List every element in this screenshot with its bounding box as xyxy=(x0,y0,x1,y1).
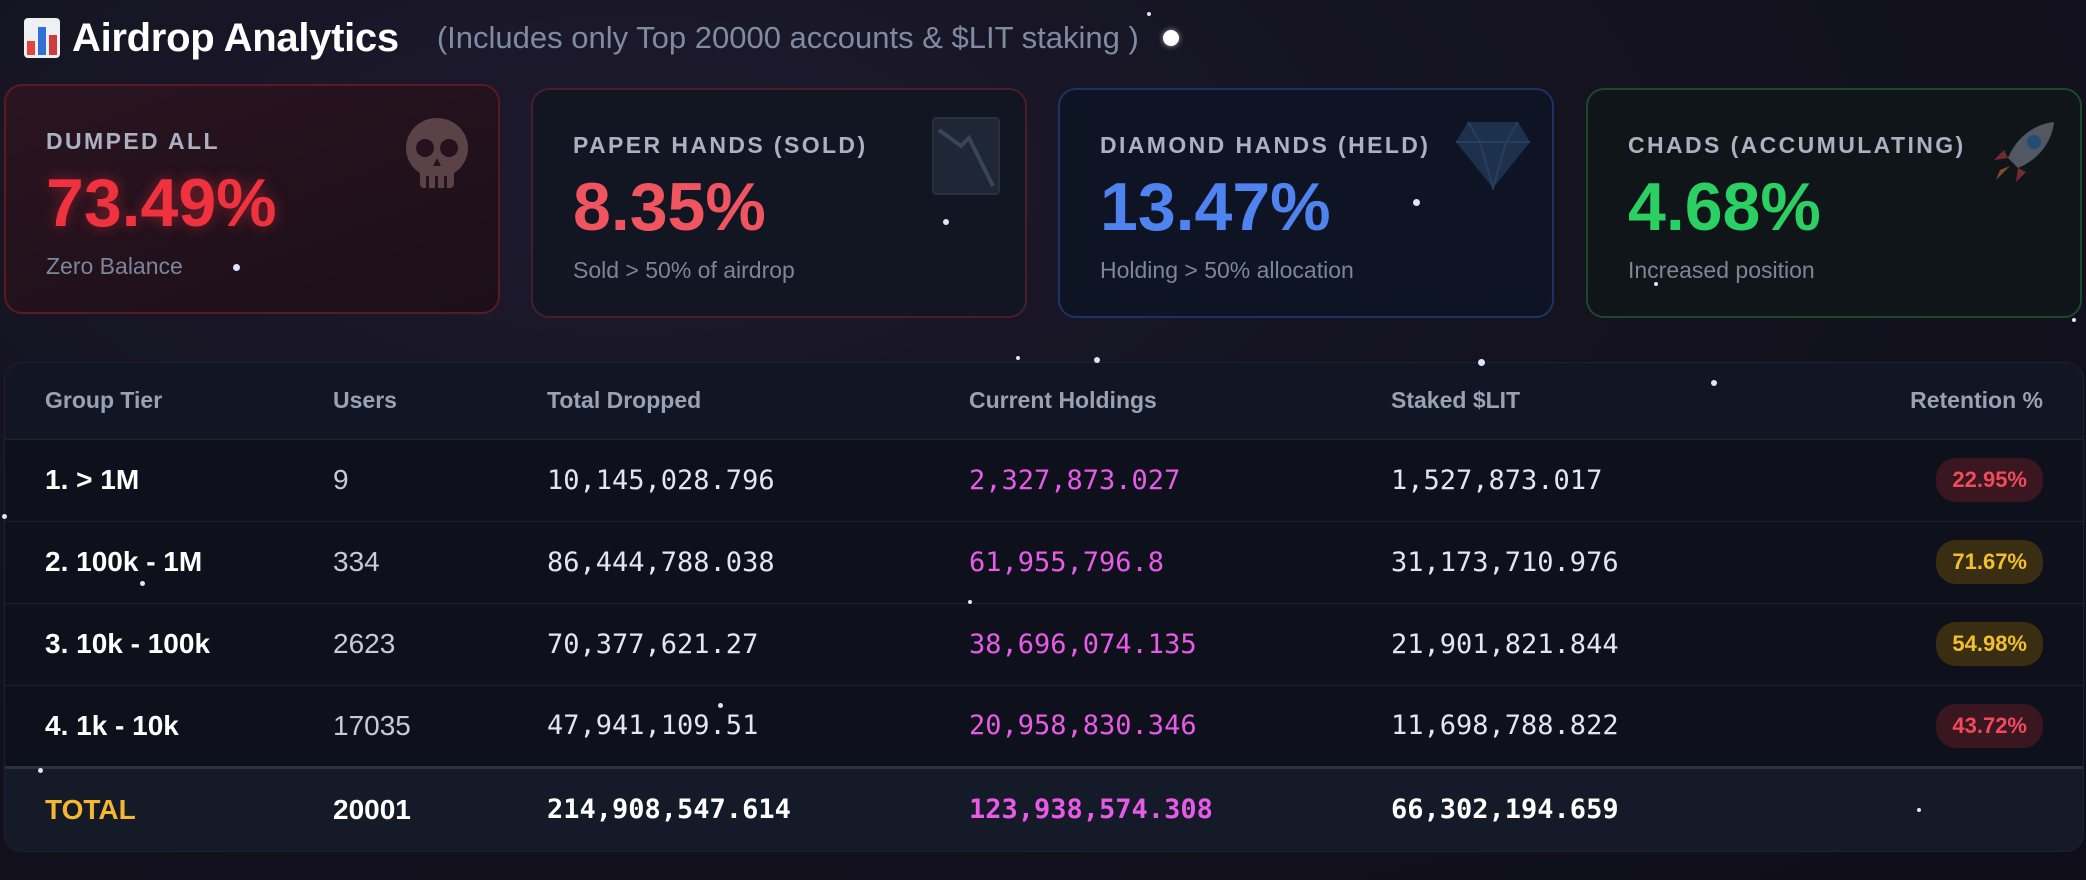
card-diamond-hands: DIAMOND HANDS (HELD) 13.47% Holding > 50… xyxy=(1058,88,1554,318)
card-value: 73.49% xyxy=(46,165,277,241)
cell-users: 17035 xyxy=(333,684,547,767)
cell-total-dropped: 70,377,621.27 xyxy=(547,602,969,685)
total-users: 20001 xyxy=(333,765,547,851)
page-header: Airdrop Analytics (Includes only Top 200… xyxy=(24,10,1179,66)
cell-retention: 54.98% xyxy=(1821,602,2083,685)
chart-down-icon xyxy=(931,116,1001,201)
cell-users: 334 xyxy=(333,520,547,603)
column-header-total-dropped[interactable]: Total Dropped xyxy=(547,387,702,414)
card-paper-hands: PAPER HANDS (SOLD) 8.35% Sold > 50% of a… xyxy=(531,88,1027,318)
card-description: Zero Balance xyxy=(46,253,183,279)
table-row: 1. > 1M 9 10,145,028.796 2,327,873.027 1… xyxy=(5,438,2083,521)
star-decoration xyxy=(2072,318,2076,322)
star-decoration xyxy=(718,703,723,708)
retention-badge: 71.67% xyxy=(1936,540,2043,584)
cell-staked: 21,901,821.844 xyxy=(1391,602,1821,685)
diamond-icon xyxy=(1454,120,1532,195)
cell-total-dropped: 47,941,109.51 xyxy=(547,684,969,767)
star-decoration xyxy=(1016,356,1020,360)
star-decoration xyxy=(1147,12,1151,16)
star-decoration xyxy=(1711,380,1717,386)
card-chads: CHADS (ACCUMULATING) 4.68% Increased pos… xyxy=(1586,88,2082,318)
cell-tier: 1. > 1M xyxy=(5,438,333,521)
total-label: TOTAL xyxy=(5,765,333,851)
live-indicator-dot xyxy=(1162,30,1179,46)
column-header-group-tier[interactable]: Group Tier xyxy=(45,387,163,414)
card-description: Holding > 50% allocation xyxy=(1100,257,1354,283)
cell-current-holdings: 2,327,873.027 xyxy=(969,438,1391,521)
card-description: Sold > 50% of airdrop xyxy=(573,257,795,283)
star-decoration xyxy=(1654,282,1658,286)
card-label: DUMPED ALL xyxy=(46,128,220,154)
cell-users: 2623 xyxy=(333,602,547,685)
retention-badge: 43.72% xyxy=(1936,703,2043,748)
bar-chart-icon xyxy=(24,18,60,58)
star-decoration xyxy=(233,264,240,271)
star-decoration xyxy=(140,581,145,586)
cell-tier: 2. 100k - 1M xyxy=(5,520,333,603)
card-value: 4.68% xyxy=(1628,169,1821,245)
cell-staked: 31,173,710.976 xyxy=(1391,520,1821,603)
star-decoration xyxy=(38,768,43,773)
column-header-users[interactable]: Users xyxy=(333,387,397,414)
star-decoration xyxy=(1413,199,1420,206)
cell-staked: 11,698,788.822 xyxy=(1391,684,1821,767)
cell-retention: 71.67% xyxy=(1821,520,2083,603)
star-decoration xyxy=(1917,808,1921,812)
column-header-current-holdings[interactable]: Current Holdings xyxy=(969,387,1157,414)
star-decoration xyxy=(968,600,972,604)
cell-users: 9 xyxy=(333,438,547,521)
table-row: 3. 10k - 100k 2623 70,377,621.27 38,696,… xyxy=(5,602,2083,685)
table-row: 4. 1k - 10k 17035 47,941,109.51 20,958,8… xyxy=(5,684,2083,767)
column-header-staked-lit[interactable]: Staked $LIT xyxy=(1391,387,1521,414)
star-decoration xyxy=(1478,359,1485,366)
rocket-icon xyxy=(1982,114,2062,199)
card-value: 13.47% xyxy=(1100,169,1331,245)
cell-total-dropped: 10,145,028.796 xyxy=(547,438,969,521)
star-decoration xyxy=(2,514,7,519)
total-dropped: 214,908,547.614 xyxy=(547,765,969,851)
total-staked: 66,302,194.659 xyxy=(1391,765,1821,851)
cell-current-holdings: 61,955,796.8 xyxy=(969,520,1391,603)
table-total-row: TOTAL 20001 214,908,547.614 123,938,574.… xyxy=(5,765,2083,851)
page-subtitle: (Includes only Top 20000 accounts & $LIT… xyxy=(436,20,1139,55)
table-row: 2. 100k - 1M 334 86,444,788.038 61,955,7… xyxy=(5,520,2083,603)
card-label: PAPER HANDS (SOLD) xyxy=(573,132,868,158)
skull-icon xyxy=(402,114,472,199)
card-dumped-all: DUMPED ALL 73.49% Zero Balance xyxy=(4,84,500,314)
card-description: Increased position xyxy=(1628,257,1815,283)
card-value: 8.35% xyxy=(573,169,766,245)
retention-badge: 22.95% xyxy=(1936,458,2043,502)
column-header-retention[interactable]: Retention % xyxy=(1910,387,2043,414)
cell-total-dropped: 86,444,788.038 xyxy=(547,520,969,603)
total-holdings: 123,938,574.308 xyxy=(969,765,1391,851)
total-retention-empty xyxy=(1821,765,2083,851)
cell-retention: 43.72% xyxy=(1821,684,2083,767)
star-decoration xyxy=(943,219,949,225)
cell-current-holdings: 38,696,074.135 xyxy=(969,602,1391,685)
retention-badge: 54.98% xyxy=(1936,622,2043,666)
card-label: CHADS (ACCUMULATING) xyxy=(1628,132,1966,158)
cell-tier: 4. 1k - 10k xyxy=(5,684,333,767)
card-label: DIAMOND HANDS (HELD) xyxy=(1100,132,1431,158)
cell-tier: 3. 10k - 100k xyxy=(5,602,333,685)
page-title: Airdrop Analytics xyxy=(72,15,399,60)
star-decoration xyxy=(1094,357,1100,363)
table-header-row: Group Tier Users Total Dropped Current H… xyxy=(5,363,2083,439)
cell-retention: 22.95% xyxy=(1821,438,2083,521)
cell-staked: 1,527,873.017 xyxy=(1391,438,1821,521)
tier-table: Group Tier Users Total Dropped Current H… xyxy=(4,362,2084,852)
cell-current-holdings: 20,958,830.346 xyxy=(969,684,1391,767)
